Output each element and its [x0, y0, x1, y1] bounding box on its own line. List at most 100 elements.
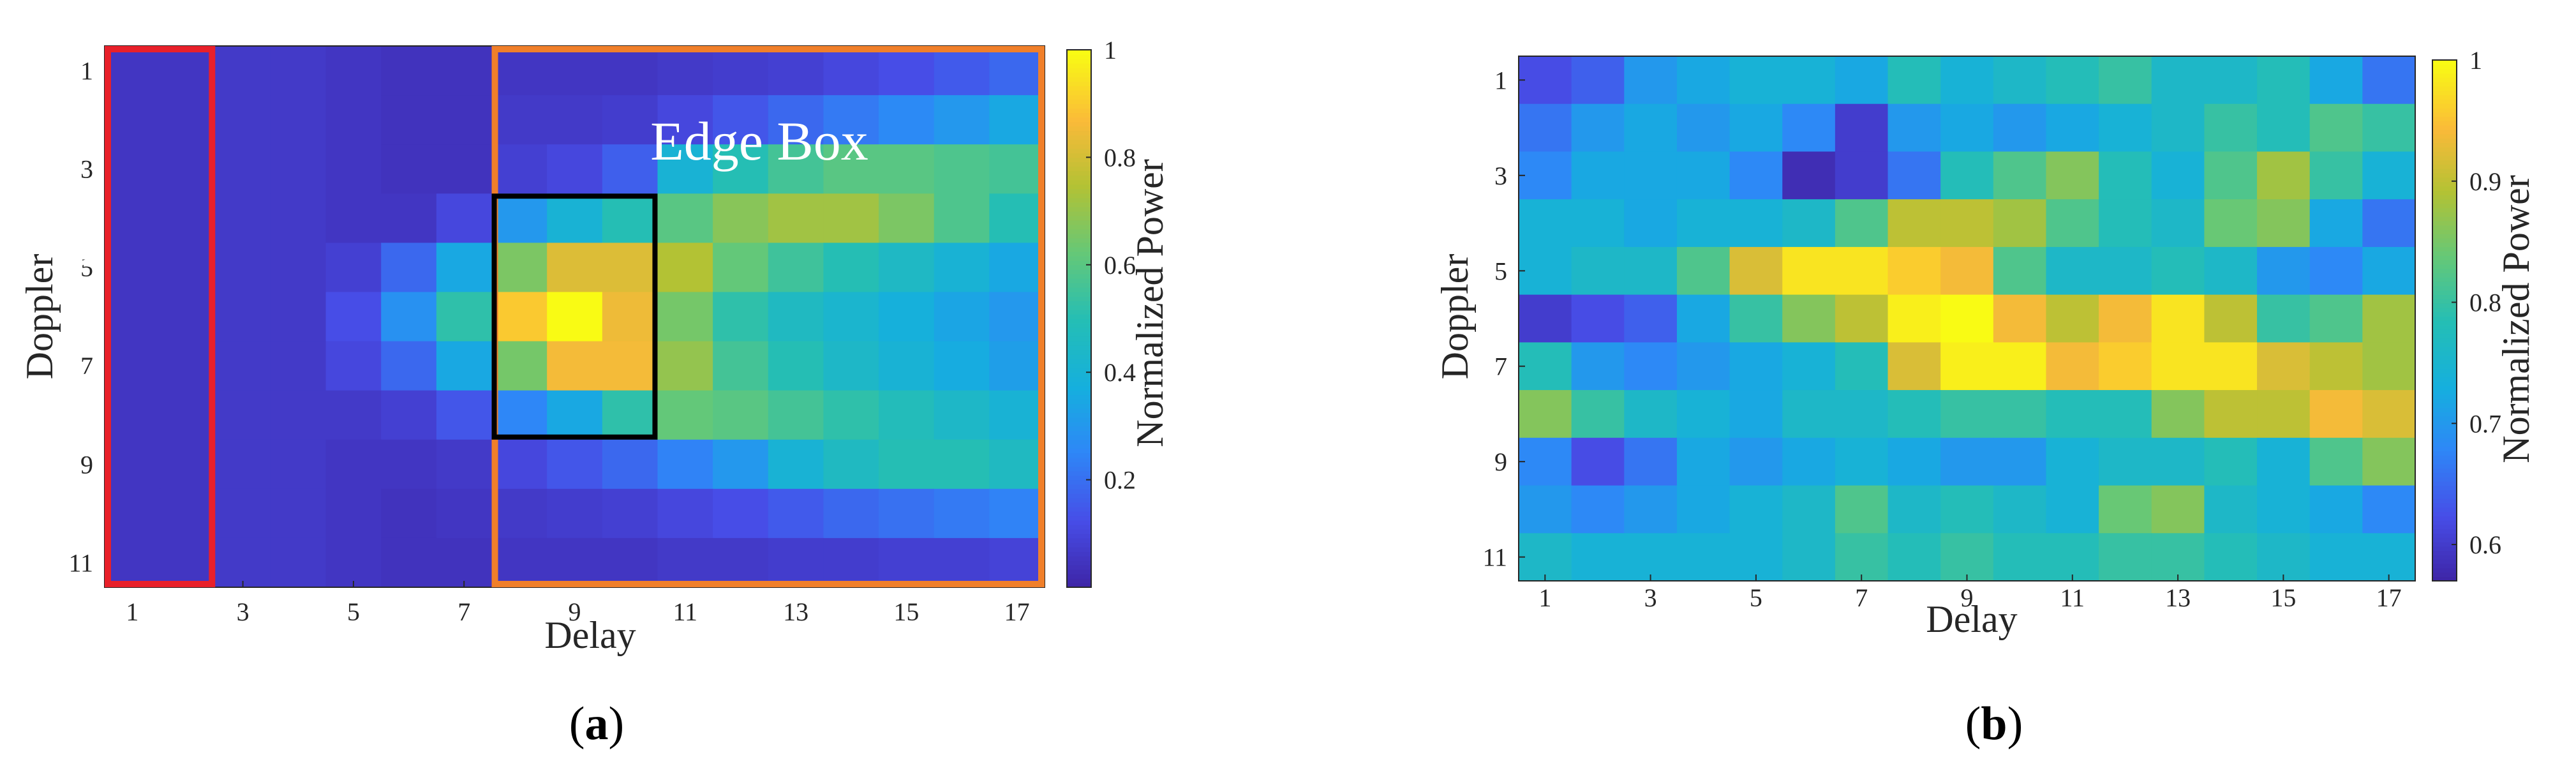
heatmap-b-cell-r4-c14: [2204, 199, 2258, 248]
heatmap-a-cell-r3-c3: [215, 144, 271, 194]
colorbar-a-segment: [1067, 529, 1091, 534]
colorbar-a-segment: [1067, 59, 1091, 64]
heatmap-b-cell-r3-c8: [1887, 151, 1941, 200]
colorbar-a-segment: [1067, 319, 1091, 324]
heatmap-b-cell-r6-c11: [2046, 294, 2099, 343]
colorbar-b-segment: [2432, 364, 2457, 369]
heatmap-a-cell-r8-c14: [823, 390, 879, 440]
colorbar-b-segment: [2432, 498, 2457, 504]
colorbar-a-segment: [1067, 161, 1091, 167]
colorbar-a-segment: [1067, 569, 1091, 574]
colorbar-a-segment: [1067, 175, 1091, 181]
heatmap-a-cell-r10-c16: [934, 488, 990, 539]
colorbar-a-segment: [1067, 560, 1091, 566]
heatmap-b-cell-r4-c9: [1940, 199, 1994, 248]
heatmap-b-cell-r5-c5: [1729, 246, 1783, 296]
heatmap-a-cell-r11-c3: [215, 537, 271, 588]
colorbar-a-segment: [1067, 408, 1091, 414]
heatmap-a-cell-r6-c3: [215, 292, 271, 342]
heatmap-a-cell-r1-c11: [657, 46, 713, 96]
heatmap-a-cell-r7-c8: [491, 341, 547, 391]
heatmap-a-cell-r10-c13: [768, 488, 824, 539]
colorbar-b-segment: [2432, 516, 2457, 521]
heatmap-a-cell-r5-c1: [105, 243, 161, 293]
colorbar-a-segment: [1067, 386, 1091, 391]
colorbar-a-segment: [1067, 224, 1091, 230]
heatmap-b-y-ticks: 1 3 5 7 9 11: [1482, 66, 1525, 572]
heatmap-b-cell-r4-c5: [1729, 199, 1783, 248]
colorbar-a-segment: [1067, 50, 1091, 55]
heatmap-b-cell-r4-c8: [1887, 199, 1941, 248]
colorbar-b-segment: [2432, 303, 2457, 308]
colorbar-a-segment: [1067, 403, 1091, 409]
heatmap-a-cell-r5-c14: [823, 243, 879, 293]
heatmap-a-cell-r8-c11: [657, 390, 713, 440]
heatmap-b-cell-r10-c17: [2362, 485, 2416, 534]
heatmap-a-cell-r11-c8: [491, 537, 547, 588]
heatmap-b-cell-r3-c12: [2099, 151, 2152, 200]
heatmap-b-cell-r5-c7: [1835, 246, 1889, 296]
x-tick-label-b-17: 17: [2376, 583, 2402, 612]
colorbar-a-segment: [1067, 170, 1091, 176]
colorbar-a-segment: [1067, 377, 1091, 382]
colorbar-b-segment: [2432, 342, 2457, 347]
heatmap-a-cell-r7-c10: [602, 341, 659, 391]
colorbar-b-segment: [2432, 169, 2457, 174]
y-axis-label-a: Doppler: [19, 254, 61, 380]
heatmap-a-cell-r5-c13: [768, 243, 824, 293]
heatmap-a-cell-r11-c1: [105, 537, 161, 588]
heatmap-a-cell-r5-c5: [325, 243, 382, 293]
colorbar-b-segment: [2432, 350, 2457, 356]
heatmap-b-cell-r3-c6: [1782, 151, 1836, 200]
heatmap-b-cell-r7-c2: [1571, 342, 1625, 391]
x-tick-label-b-11: 11: [2060, 583, 2085, 612]
heatmap-b-cell-r11-c12: [2099, 533, 2152, 582]
colorbar-b-segment: [2432, 160, 2457, 165]
x-tick-label-b-9: 9: [1961, 583, 1974, 612]
colorbar-a-segment: [1067, 546, 1091, 552]
colorbar-b-segment: [2432, 446, 2457, 451]
heatmap-a-cell-r9-c17: [989, 439, 1045, 490]
heatmap-b-cell-r10-c2: [1571, 485, 1625, 534]
heatmap-a-cell-r1-c6: [381, 46, 437, 96]
colorbar-b-segment: [2432, 329, 2457, 334]
colorbar-b-segment: [2432, 468, 2457, 473]
y-tick-label-a-9: 9: [80, 450, 93, 479]
heatmap-b-cell-r6-c10: [1993, 294, 2047, 343]
x-tick-label-b-7: 7: [1855, 583, 1868, 612]
edge-box-label: Edge Box: [650, 110, 868, 172]
heatmap-a-cell-r1-c9: [547, 46, 603, 96]
colorbar-b-segment: [2432, 155, 2457, 161]
heatmap-b-cell-r5-c9: [1940, 246, 1994, 296]
colorbar-a-segment: [1067, 126, 1091, 131]
heatmap-a-cell-r6-c16: [934, 292, 990, 342]
heatmap-b-cell-r3-c4: [1676, 151, 1731, 200]
colorbar-b-segment: [2432, 511, 2457, 516]
panel-label-a-open: (: [569, 698, 585, 750]
heatmap-a-cell-r7-c13: [768, 341, 824, 391]
heatmap-a-cell-r1-c7: [436, 46, 493, 96]
heatmap-b-cell-r1-c15: [2257, 56, 2311, 105]
heatmap-a-cell-r4-c15: [879, 193, 935, 243]
colorbar-a-segment: [1067, 448, 1091, 454]
heatmap-b-cell-r4-c6: [1782, 199, 1836, 248]
heatmap-b-cell-r11-c13: [2151, 533, 2205, 582]
heatmap-a-cell-r11-c7: [436, 537, 493, 588]
heatmap-b-cell-r4-c17: [2362, 199, 2416, 248]
heatmap-a-cell-r9-c3: [215, 439, 271, 490]
heatmap-a-cell-r11-c5: [325, 537, 382, 588]
heatmap-b-cell-r11-c7: [1835, 533, 1889, 582]
heatmap-a-cell-r3-c17: [989, 144, 1045, 194]
heatmap-b-cell-r3-c9: [1940, 151, 1994, 200]
heatmap-b-cell-r2-c4: [1676, 103, 1731, 153]
heatmap-a-cell-r5-c3: [215, 243, 271, 293]
heatmap-b-cell-r2-c15: [2257, 103, 2311, 153]
colorbar-a-segment: [1067, 426, 1091, 432]
heatmap-b-cell-r1-c9: [1940, 56, 1994, 105]
heatmap-b-cell-r2-c16: [2309, 103, 2363, 153]
heatmap-a-cell-r5-c15: [879, 243, 935, 293]
heatmap-b-cell-r9-c14: [2204, 437, 2258, 486]
colorbar-b-segment: [2432, 372, 2457, 378]
x-tick-label-a-7: 7: [458, 597, 470, 626]
